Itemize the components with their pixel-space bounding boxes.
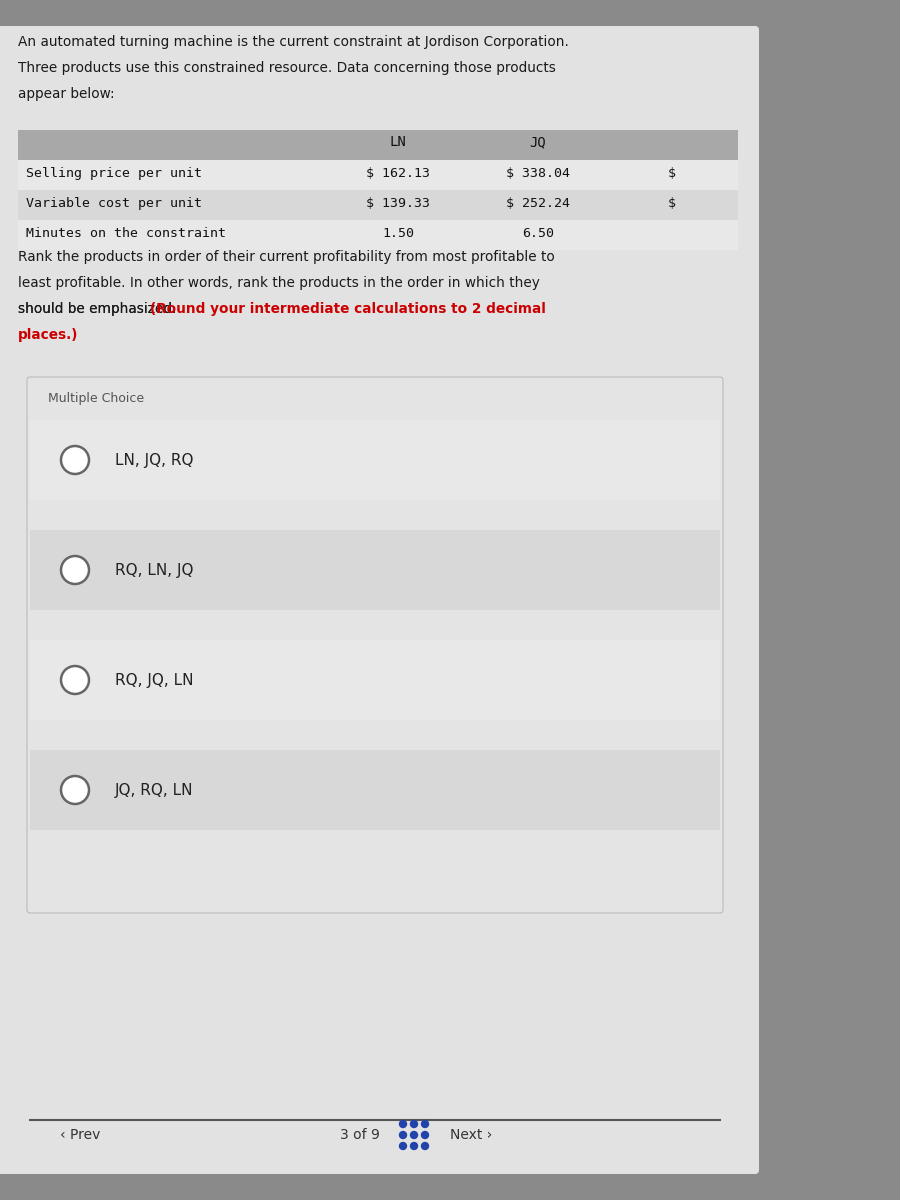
Text: places.): places.)	[18, 328, 78, 342]
Text: ‹ Prev: ‹ Prev	[60, 1128, 101, 1142]
Circle shape	[410, 1121, 418, 1128]
Text: LN, JQ, RQ: LN, JQ, RQ	[115, 452, 194, 468]
FancyBboxPatch shape	[18, 190, 738, 220]
Circle shape	[421, 1132, 428, 1139]
Text: RQ, LN, JQ: RQ, LN, JQ	[115, 563, 194, 577]
Text: An automated turning machine is the current constraint at Jordison Corporation.: An automated turning machine is the curr…	[18, 35, 569, 49]
Text: appear below:: appear below:	[18, 86, 114, 101]
FancyBboxPatch shape	[30, 530, 720, 610]
Text: Next ›: Next ›	[450, 1128, 492, 1142]
Circle shape	[410, 1132, 418, 1139]
Text: JQ: JQ	[529, 134, 546, 149]
Circle shape	[421, 1142, 428, 1150]
Circle shape	[400, 1142, 407, 1150]
Text: Rank the products in order of their current profitability from most profitable t: Rank the products in order of their curr…	[18, 250, 554, 264]
Text: $ 162.13: $ 162.13	[366, 167, 430, 180]
Text: (Round your intermediate calculations to 2 decimal: (Round your intermediate calculations to…	[150, 302, 546, 316]
Text: 6.50: 6.50	[522, 227, 554, 240]
Text: Variable cost per unit: Variable cost per unit	[26, 197, 202, 210]
Circle shape	[421, 1121, 428, 1128]
Text: should be emphasized.: should be emphasized.	[18, 302, 176, 316]
Text: should be emphasized.: should be emphasized.	[18, 302, 181, 316]
FancyBboxPatch shape	[30, 640, 720, 720]
FancyBboxPatch shape	[27, 377, 723, 913]
FancyBboxPatch shape	[18, 130, 738, 160]
FancyBboxPatch shape	[30, 420, 720, 500]
Circle shape	[61, 666, 89, 694]
Circle shape	[61, 446, 89, 474]
FancyBboxPatch shape	[18, 220, 738, 250]
Text: $: $	[668, 197, 676, 210]
Text: Minutes on the constraint: Minutes on the constraint	[26, 227, 226, 240]
Text: $: $	[668, 167, 676, 180]
Circle shape	[61, 556, 89, 584]
Text: Multiple Choice: Multiple Choice	[48, 392, 144, 404]
Text: $ 252.24: $ 252.24	[506, 197, 570, 210]
Text: $ 139.33: $ 139.33	[366, 197, 430, 210]
Text: LN: LN	[390, 134, 407, 149]
Circle shape	[400, 1132, 407, 1139]
Text: Selling price per unit: Selling price per unit	[26, 167, 202, 180]
Circle shape	[410, 1142, 418, 1150]
Circle shape	[400, 1121, 407, 1128]
Text: RQ, JQ, LN: RQ, JQ, LN	[115, 672, 194, 688]
FancyBboxPatch shape	[30, 750, 720, 830]
Text: least profitable. In other words, rank the products in the order in which they: least profitable. In other words, rank t…	[18, 276, 540, 290]
Text: $ 338.04: $ 338.04	[506, 167, 570, 180]
Circle shape	[61, 776, 89, 804]
Text: JQ, RQ, LN: JQ, RQ, LN	[115, 782, 194, 798]
Text: Three products use this constrained resource. Data concerning those products: Three products use this constrained reso…	[18, 61, 556, 74]
Text: 1.50: 1.50	[382, 227, 414, 240]
Text: 3 of 9: 3 of 9	[340, 1128, 380, 1142]
FancyBboxPatch shape	[0, 26, 759, 1174]
FancyBboxPatch shape	[18, 160, 738, 190]
